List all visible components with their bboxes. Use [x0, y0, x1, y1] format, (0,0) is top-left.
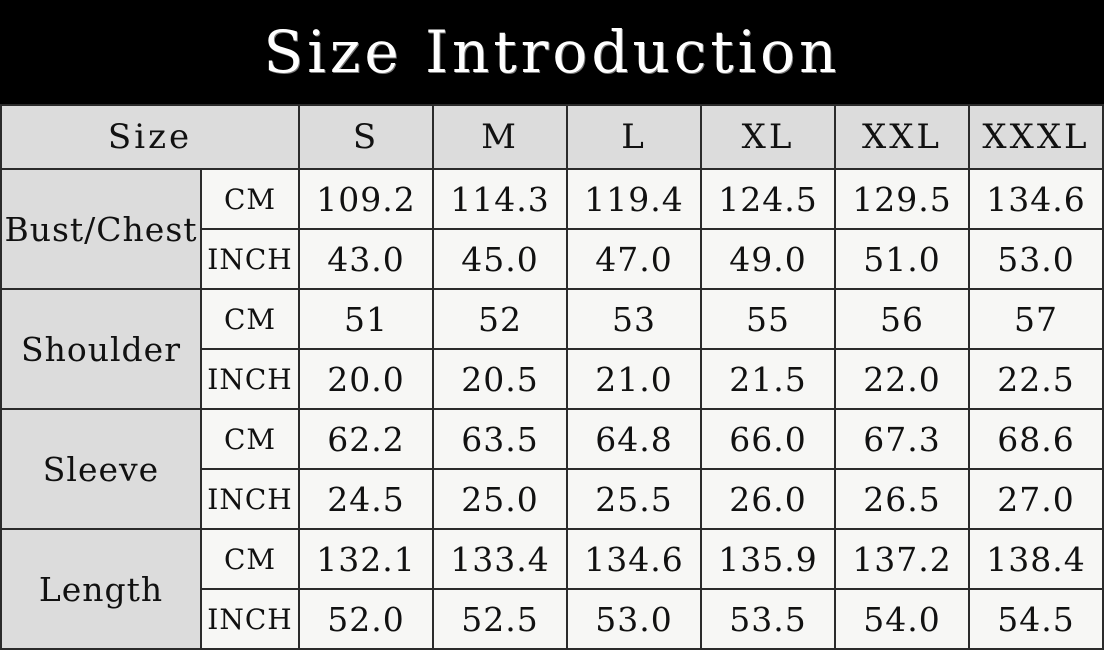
unit-cell-cm: CM — [199, 168, 301, 230]
header-size-xxxl: XXXL — [968, 104, 1104, 170]
value-cell: 133.4 — [432, 528, 569, 590]
unit-cell-cm: CM — [199, 528, 301, 590]
header-size-m: M — [432, 104, 569, 170]
value-cell: 114.3 — [432, 168, 569, 230]
value-cell: 64.8 — [566, 408, 703, 470]
value-cell: 53.5 — [700, 588, 837, 650]
value-cell: 26.0 — [700, 468, 837, 530]
header-size-l: L — [566, 104, 703, 170]
value-cell: 26.5 — [834, 468, 971, 530]
value-cell: 137.2 — [834, 528, 971, 590]
unit-cell-inch: INCH — [199, 468, 301, 530]
value-cell: 52.5 — [432, 588, 569, 650]
value-cell: 132.1 — [298, 528, 435, 590]
unit-cell-cm: CM — [199, 288, 301, 350]
value-cell: 53 — [566, 288, 703, 350]
value-cell: 55 — [700, 288, 837, 350]
table-row: INCH 20.0 20.5 21.0 21.5 22.0 22.5 — [1, 348, 1104, 410]
value-cell: 66.0 — [700, 408, 837, 470]
table-row: Shoulder CM 51 52 53 55 56 57 — [0, 288, 1104, 410]
value-cell: 138.4 — [968, 528, 1104, 590]
value-cell: 135.9 — [700, 528, 837, 590]
table-row: Length CM 132.1 133.4 134.6 135.9 137.2 … — [0, 528, 1104, 650]
page-title: Size Introduction — [263, 18, 841, 86]
value-cell: 119.4 — [566, 168, 703, 230]
measurement-label-shoulder: Shoulder — [0, 288, 202, 410]
value-cell: 25.0 — [432, 468, 569, 530]
table-row: Sleeve CM 62.2 63.5 64.8 66.0 67.3 68.6 — [0, 408, 1104, 530]
value-cell: 25.5 — [566, 468, 703, 530]
value-cell: 20.5 — [432, 348, 569, 410]
header-size-xxl: XXL — [834, 104, 971, 170]
value-cell: 43.0 — [298, 228, 435, 290]
value-cell: 134.6 — [566, 528, 703, 590]
value-cell: 68.6 — [968, 408, 1104, 470]
value-cell: 54.5 — [968, 588, 1104, 650]
table-row: INCH 24.5 25.0 25.5 26.0 26.5 27.0 — [1, 468, 1104, 530]
value-cell: 24.5 — [298, 468, 435, 530]
value-cell: 57 — [968, 288, 1104, 350]
value-cell: 129.5 — [834, 168, 971, 230]
value-cell: 134.6 — [968, 168, 1104, 230]
size-table: Size S M L XL XXL XXXL Bust/Chest CM 109… — [0, 104, 1104, 650]
measurement-label-length: Length — [0, 528, 202, 650]
table-header-row: Size S M L XL XXL XXXL — [0, 104, 1104, 170]
value-cell: 109.2 — [298, 168, 435, 230]
value-cell: 63.5 — [432, 408, 569, 470]
unit-cell-inch: INCH — [199, 228, 301, 290]
value-cell: 45.0 — [432, 228, 569, 290]
unit-cell-inch: INCH — [199, 348, 301, 410]
value-cell: 54.0 — [834, 588, 971, 650]
value-cell: 51.0 — [834, 228, 971, 290]
table-row: Bust/Chest CM 109.2 114.3 119.4 124.5 12… — [0, 168, 1104, 290]
unit-cell-cm: CM — [199, 408, 301, 470]
title-banner: Size Introduction — [0, 0, 1104, 104]
value-cell: 53.0 — [968, 228, 1104, 290]
value-cell: 49.0 — [700, 228, 837, 290]
value-cell: 22.5 — [968, 348, 1104, 410]
value-cell: 21.5 — [700, 348, 837, 410]
value-cell: 47.0 — [566, 228, 703, 290]
measurement-label-bust-chest: Bust/Chest — [0, 168, 202, 290]
value-cell: 51 — [298, 288, 435, 350]
value-cell: 22.0 — [834, 348, 971, 410]
header-size-xl: XL — [700, 104, 837, 170]
header-size-s: S — [298, 104, 435, 170]
value-cell: 67.3 — [834, 408, 971, 470]
unit-cell-inch: INCH — [199, 588, 301, 650]
value-cell: 27.0 — [968, 468, 1104, 530]
value-cell: 21.0 — [566, 348, 703, 410]
value-cell: 56 — [834, 288, 971, 350]
value-cell: 53.0 — [566, 588, 703, 650]
value-cell: 52 — [432, 288, 569, 350]
value-cell: 20.0 — [298, 348, 435, 410]
value-cell: 124.5 — [700, 168, 837, 230]
value-cell: 62.2 — [298, 408, 435, 470]
table-row: INCH 43.0 45.0 47.0 49.0 51.0 53.0 — [1, 228, 1104, 290]
header-size-label: Size — [0, 104, 301, 170]
measurement-label-sleeve: Sleeve — [0, 408, 202, 530]
value-cell: 52.0 — [298, 588, 435, 650]
